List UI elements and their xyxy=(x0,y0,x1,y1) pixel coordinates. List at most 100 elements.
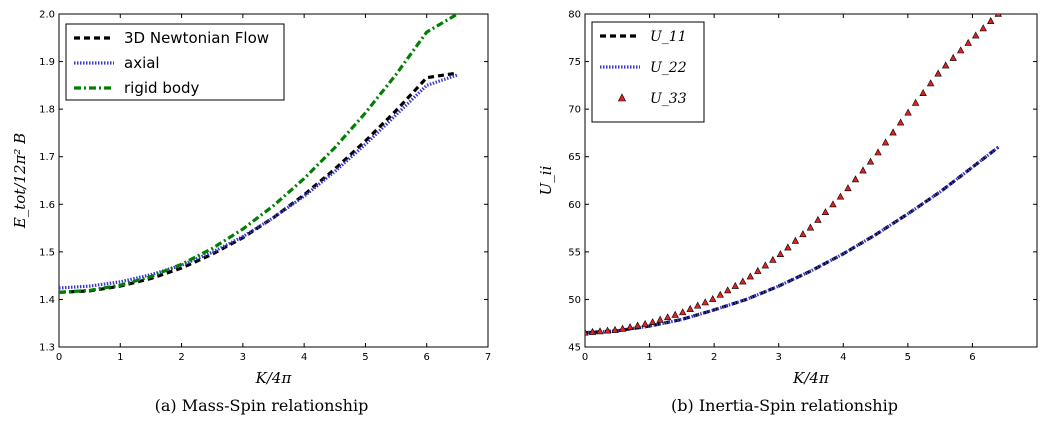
y-tick: 1.4 xyxy=(39,295,488,306)
data-point xyxy=(866,157,875,165)
y-tick: 70 xyxy=(568,105,1037,116)
data-point xyxy=(784,243,792,251)
x-tick-label: 3 xyxy=(776,352,782,363)
legend-label: U_33 xyxy=(650,91,687,107)
data-point xyxy=(911,98,920,106)
data-point xyxy=(776,250,785,258)
x-tick-label: 0 xyxy=(56,352,62,363)
data-point xyxy=(626,323,634,331)
legend-label: U_11 xyxy=(650,29,687,45)
plot-frame xyxy=(584,13,1038,348)
data-point xyxy=(799,230,807,238)
y-tick: 55 xyxy=(568,247,1037,258)
y-tick: 1.3 xyxy=(39,343,488,354)
data-point xyxy=(663,313,672,321)
data-point xyxy=(919,89,927,96)
inertia-spin-panel: 0 1 2 3 4 5 6 45 50 55 60 65 70 75 80 K/4π U_ii U_11 U_22 U… xyxy=(523,0,1046,430)
data-point xyxy=(851,175,860,183)
y-tick-label: 2.0 xyxy=(39,10,55,21)
legend-item: axial xyxy=(74,54,160,72)
y-tick-label: 1.7 xyxy=(39,152,55,163)
data-point xyxy=(964,38,972,46)
y-tick-label: 45 xyxy=(568,343,581,354)
legend-item: U_33 xyxy=(617,91,687,107)
series-line-0 xyxy=(585,145,1000,335)
inertia-spin-chart: 0 1 2 3 4 5 64550556065707580K/4πU_iiU_11U_22U… xyxy=(537,10,1038,387)
legend-label: U_22 xyxy=(650,60,687,76)
y-tick-label: 60 xyxy=(568,200,581,211)
x-tick-label: 4 xyxy=(840,352,846,363)
series-2 xyxy=(585,14,1002,336)
x-tick: 3 xyxy=(240,14,246,363)
mass-spin-chart: 0 1 2 3 4 5 6 7 1.3 1.4 1.5 1.6 1.7 1.8 1.9 2.0 K/4π E_to… xyxy=(11,10,491,388)
data-point xyxy=(934,69,942,77)
data-point xyxy=(716,290,724,298)
data-point xyxy=(844,184,852,192)
y-tick: 75 xyxy=(568,57,1037,68)
data-point xyxy=(791,236,800,244)
x-tick: 3 xyxy=(776,14,782,363)
data-point xyxy=(949,53,957,61)
y-tick-label: 80 xyxy=(568,10,581,21)
y-tick: 1.9 xyxy=(39,57,488,68)
x-tick-label: 6 xyxy=(424,352,430,363)
x-tick-label: 7 xyxy=(485,352,491,363)
y-tick-label: 55 xyxy=(568,247,581,258)
y-tick: 60 xyxy=(568,200,1037,211)
data-point xyxy=(829,200,837,208)
x-tick: 7 xyxy=(485,14,491,363)
legend: U_11 U_22 U_33 xyxy=(591,21,705,123)
legend-item: U_11 xyxy=(600,29,687,45)
legend-marker xyxy=(617,93,627,102)
series-line-2 xyxy=(59,14,459,294)
x-tick-label: 2 xyxy=(178,352,184,363)
data-point xyxy=(754,266,762,274)
y-tick: 45 xyxy=(568,343,1037,354)
y-tick-label: 1.9 xyxy=(39,57,55,68)
data-point xyxy=(814,215,822,223)
data-point xyxy=(836,192,845,200)
mass-spin-panel: 0 1 2 3 4 5 6 7 1.3 1.4 1.5 1.6 1.7 1.8 1.9 2.0 K/4π E_to… xyxy=(11,10,491,416)
x-tick: 5 xyxy=(905,14,911,363)
x-tick-label: 4 xyxy=(301,352,307,363)
data-point xyxy=(641,319,649,327)
data-point xyxy=(588,327,597,335)
data-point xyxy=(694,301,702,309)
x-tick-label: 1 xyxy=(117,352,123,363)
mass-spin-caption: (a) Mass-Spin relationship xyxy=(154,396,369,415)
inertia-spin-caption: (b) Inertia-Spin relationship xyxy=(671,396,898,415)
legend-label: axial xyxy=(124,54,160,72)
data-point xyxy=(648,318,657,326)
y-tick: 1.6 xyxy=(39,200,488,211)
data-point xyxy=(603,326,612,334)
data-point xyxy=(896,118,905,126)
data-point xyxy=(926,79,935,87)
legend-item: 3D Newtonian Flow xyxy=(74,29,269,47)
y-tick-label: 1.4 xyxy=(39,295,55,306)
y-tick-label: 1.8 xyxy=(39,105,55,116)
y-tick-label: 1.5 xyxy=(39,247,55,258)
x-tick: 4 xyxy=(301,14,307,363)
legend-label: rigid body xyxy=(124,79,200,97)
x-tick: 0 xyxy=(582,14,588,363)
x-tick: 5 xyxy=(362,14,369,363)
series-line-0 xyxy=(59,71,458,294)
y-tick-label: 65 xyxy=(568,152,581,163)
y-tick: 2.0 xyxy=(39,10,488,21)
x-tick: 2 xyxy=(711,14,717,363)
data-point xyxy=(731,281,739,289)
y-axis-label: U_ii xyxy=(537,165,555,195)
x-axis-label: K/4π xyxy=(792,369,830,387)
data-point xyxy=(761,261,770,269)
x-tick: 2 xyxy=(178,14,185,363)
series-line-1 xyxy=(59,73,458,290)
x-tick-label: 5 xyxy=(905,352,911,363)
data-point xyxy=(724,286,732,294)
y-tick: 50 xyxy=(568,295,1037,306)
data-point xyxy=(678,308,687,316)
data-point xyxy=(904,108,912,116)
x-tick: 1 xyxy=(646,14,653,363)
data-point xyxy=(656,315,664,323)
y-tick-label: 70 xyxy=(568,105,581,116)
data-point xyxy=(701,298,709,306)
